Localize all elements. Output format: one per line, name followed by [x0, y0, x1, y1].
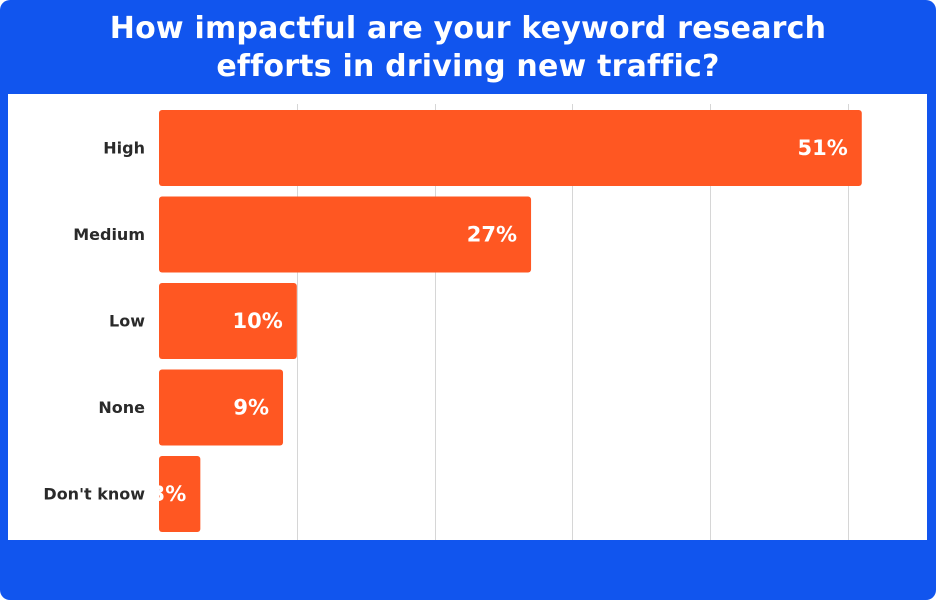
chart-title-line-1: How impactful are your keyword research	[109, 11, 827, 46]
chart-panel: 51% High 27% Medium 10% Low 9% None 3% Don't know	[8, 94, 927, 540]
category-label: Don't know	[43, 485, 145, 504]
category-label: Medium	[73, 225, 145, 244]
category-label: None	[98, 398, 145, 417]
bar	[159, 110, 862, 186]
bar	[159, 369, 284, 446]
chart-title: How impactful are your keyword research …	[0, 10, 936, 86]
bar	[159, 456, 201, 532]
chart-title-line-2: efforts in driving new traffic?	[216, 49, 720, 84]
bar-value-label: 51%	[798, 136, 848, 160]
bar-chart-plot: 51% High 27% Medium 10% Low 9% None 3% Don't know	[43, 104, 862, 540]
bar	[159, 196, 532, 273]
bar-value-label: 27%	[467, 223, 517, 247]
bar	[159, 283, 297, 359]
bar-value-label: 3%	[151, 482, 187, 506]
bar-value-label: 10%	[233, 309, 283, 333]
bar-value-label: 9%	[233, 396, 269, 420]
category-label: Low	[109, 312, 145, 331]
category-label: High	[103, 139, 145, 158]
